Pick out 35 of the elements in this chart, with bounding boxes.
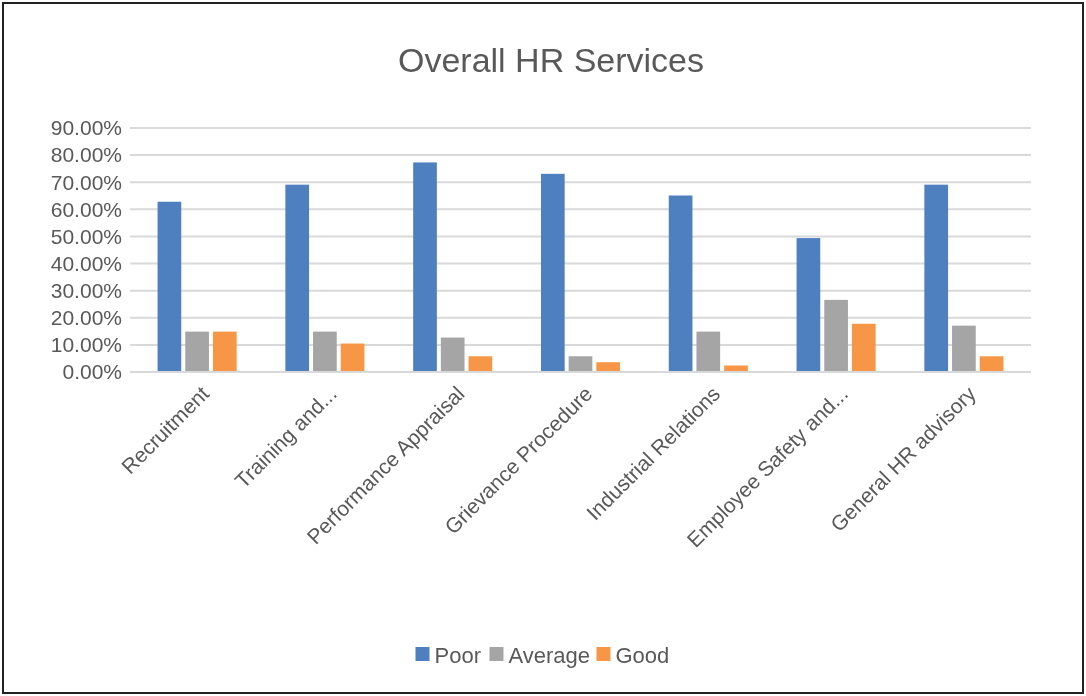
y-tick-label: 30.00% (50, 279, 122, 303)
legend-label: Poor (434, 642, 481, 668)
y-tick-label: 80.00% (50, 143, 122, 167)
y-tick-label: 70.00% (50, 170, 122, 194)
bar (724, 365, 748, 372)
y-tick-label: 0.00% (62, 360, 122, 384)
bar (413, 162, 437, 372)
legend-label: Average (508, 642, 591, 668)
bar (696, 331, 721, 372)
bar (568, 356, 593, 372)
y-tick-label: 10.00% (50, 333, 122, 357)
y-tick-label: 20.00% (50, 306, 122, 330)
bar (979, 356, 1004, 372)
bar (212, 331, 237, 372)
bar (952, 325, 976, 372)
chart-title: Overall HR Services (397, 41, 705, 79)
y-tick-label: 90.00% (50, 116, 122, 140)
y-tick-label: 60.00% (50, 197, 122, 221)
bar (313, 331, 337, 372)
bar (824, 299, 848, 372)
bar (851, 323, 876, 372)
legend-label: Good (615, 642, 670, 668)
bar (285, 184, 310, 372)
bar (796, 238, 821, 372)
y-tick-label: 50.00% (50, 224, 122, 248)
bar (540, 173, 565, 372)
bar (468, 356, 493, 372)
bar (340, 343, 365, 372)
y-tick-label: 40.00% (50, 251, 122, 275)
bar (924, 184, 949, 372)
bar (668, 195, 693, 372)
bar (185, 331, 209, 372)
bar (157, 201, 182, 372)
bar (596, 362, 621, 372)
bar (440, 337, 465, 372)
